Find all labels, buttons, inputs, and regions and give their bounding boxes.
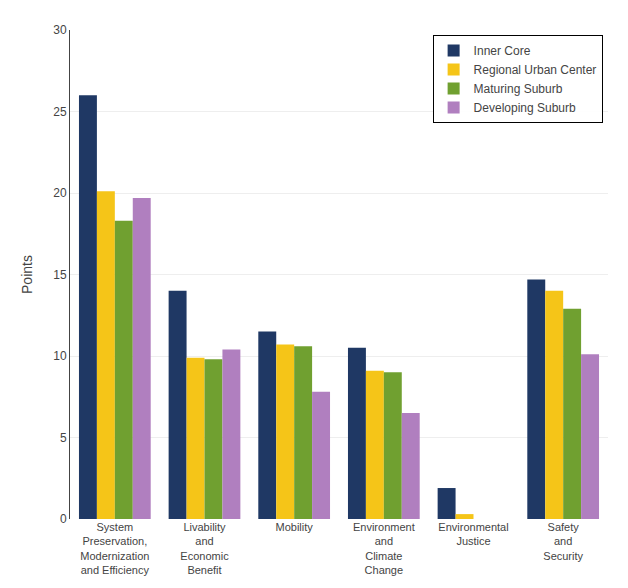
svg-text:Mobility: Mobility bbox=[276, 521, 314, 533]
svg-text:25: 25 bbox=[53, 105, 67, 119]
svg-text:Maturing Suburb: Maturing Suburb bbox=[474, 82, 563, 96]
svg-text:20: 20 bbox=[53, 186, 67, 200]
svg-text:5: 5 bbox=[60, 431, 67, 445]
svg-text:SafetyandSecurity: SafetyandSecurity bbox=[543, 521, 583, 562]
svg-text:Points: Points bbox=[19, 255, 35, 294]
svg-text:EnvironmentalJustice: EnvironmentalJustice bbox=[438, 521, 508, 547]
svg-text:0: 0 bbox=[60, 512, 67, 526]
svg-text:10: 10 bbox=[53, 349, 67, 363]
svg-text:Inner Core: Inner Core bbox=[474, 44, 531, 58]
svg-text:Regional Urban Center: Regional Urban Center bbox=[474, 63, 597, 77]
svg-text:LivabilityandEconomicBenefit: LivabilityandEconomicBenefit bbox=[180, 521, 229, 576]
svg-text:SystemPreservation,Modernizati: SystemPreservation,Modernizationand Effi… bbox=[80, 521, 149, 576]
svg-text:EnvironmentandClimateChange: EnvironmentandClimateChange bbox=[353, 521, 415, 576]
svg-text:15: 15 bbox=[53, 268, 67, 282]
svg-text:30: 30 bbox=[53, 23, 67, 37]
svg-text:Developing Suburb: Developing Suburb bbox=[474, 101, 576, 115]
